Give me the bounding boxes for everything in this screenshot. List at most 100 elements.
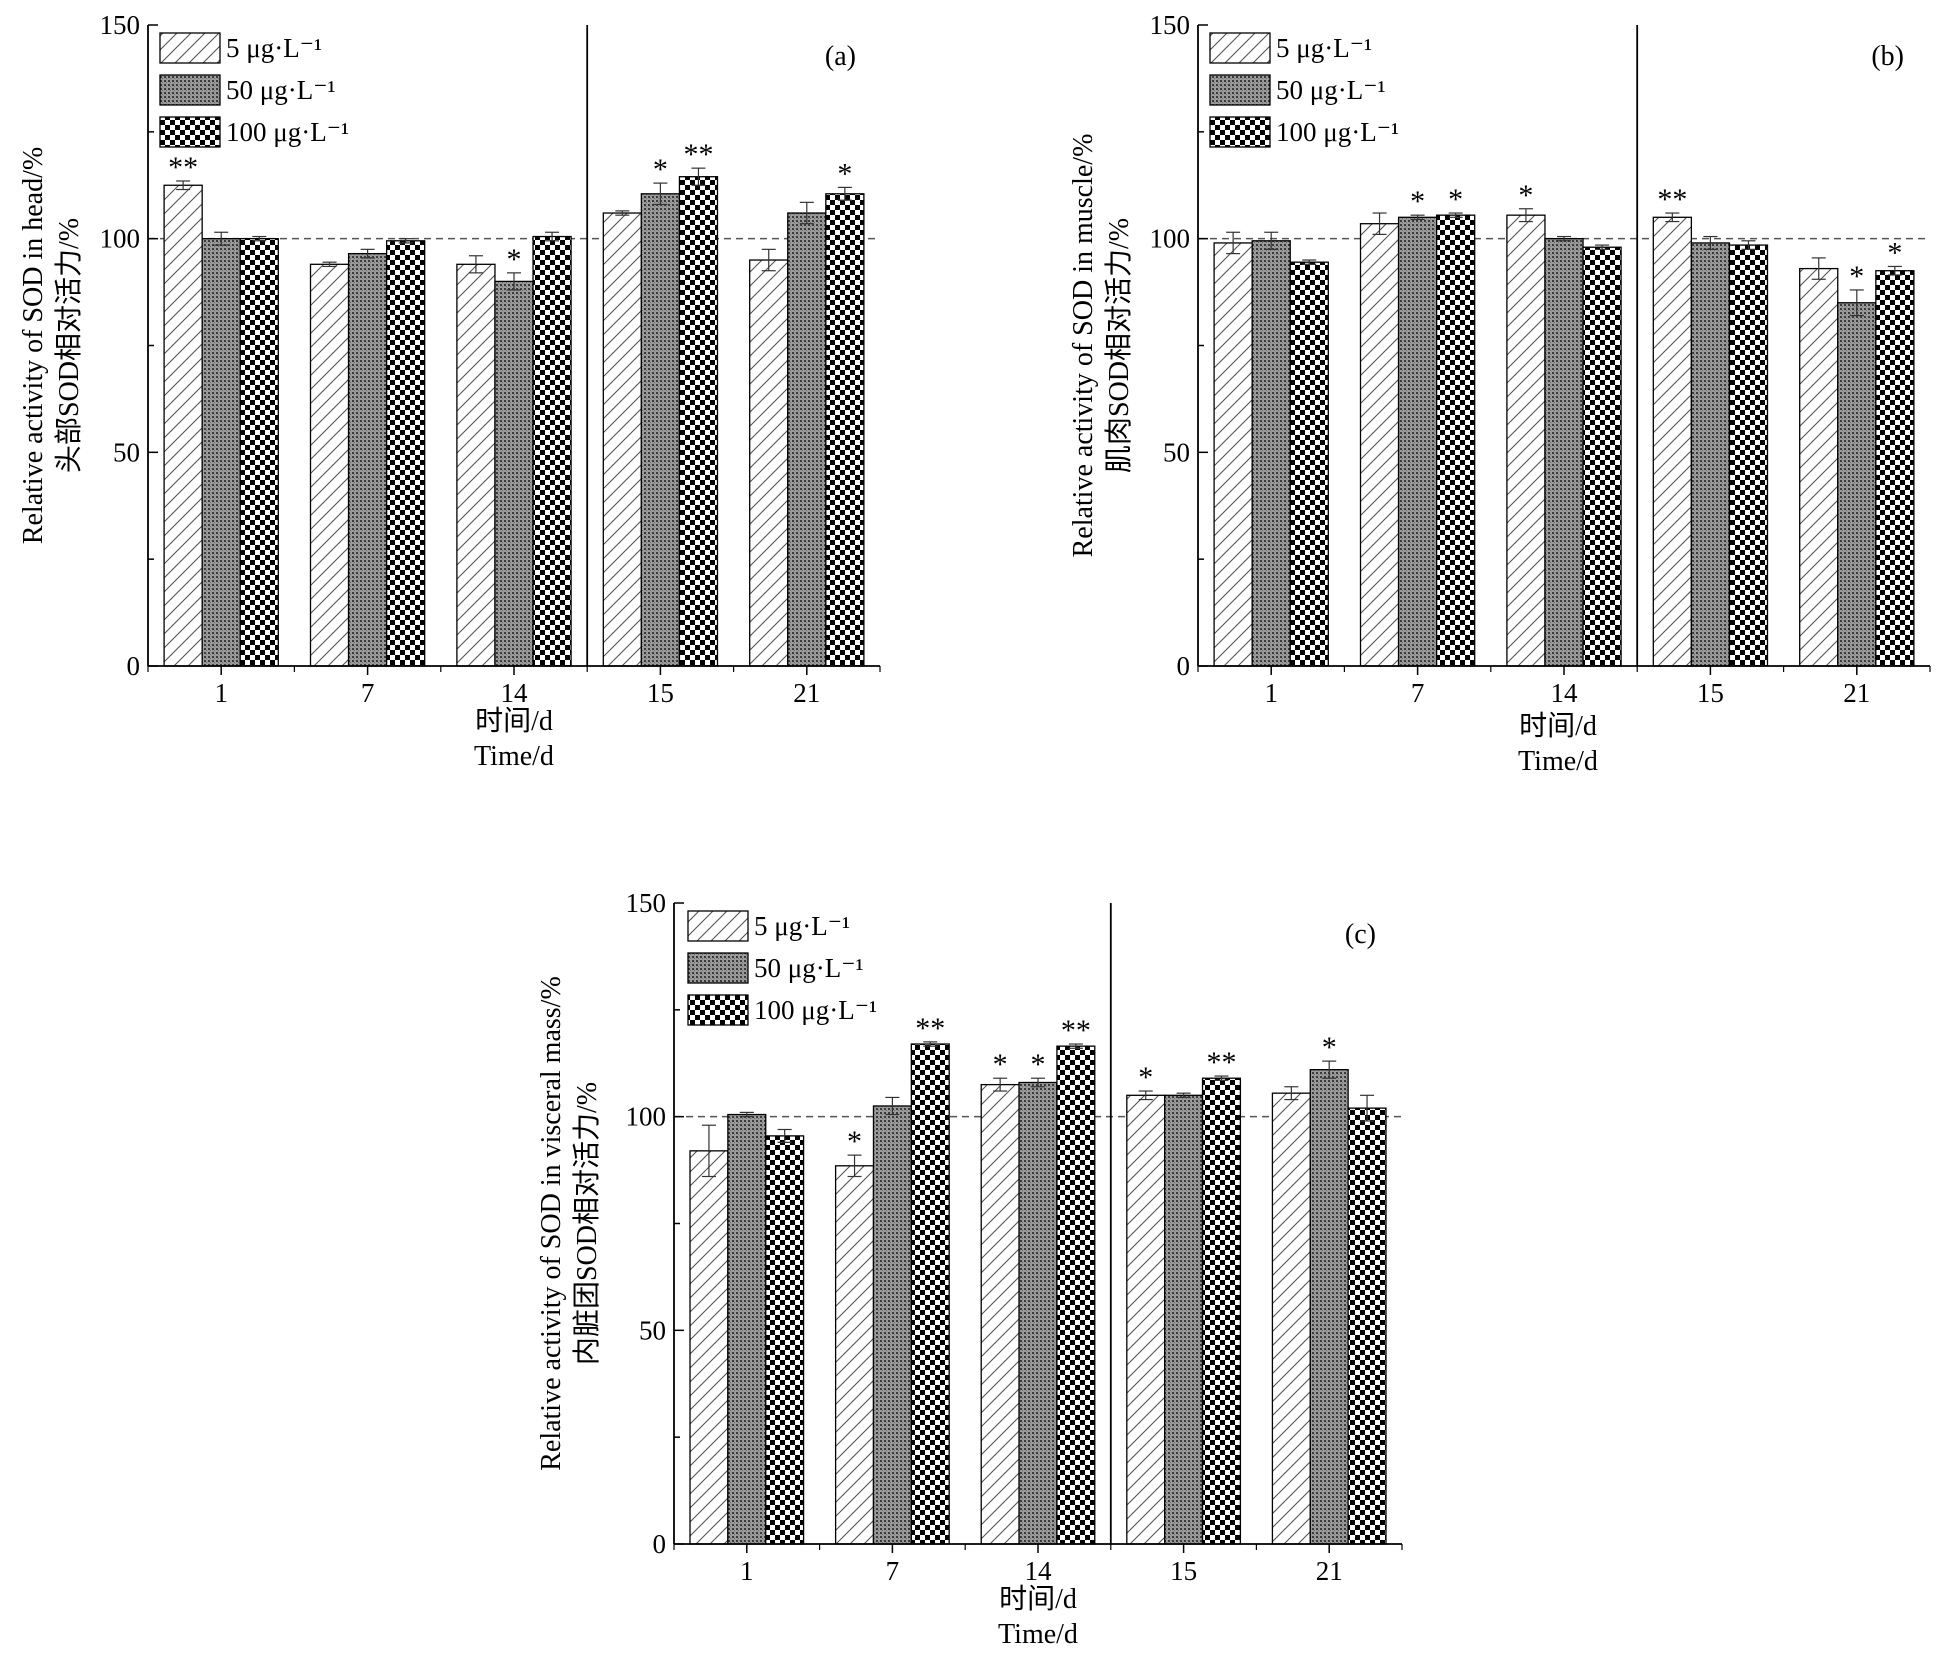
x-axis-title-cn: 时间/d xyxy=(1519,710,1597,742)
x-axis-title-en: Time/d xyxy=(1518,746,1598,777)
significance-mark: * xyxy=(1448,183,1463,216)
significance-mark: * xyxy=(1518,179,1533,212)
bar xyxy=(1397,216,1438,667)
significance-mark: * xyxy=(1322,1031,1337,1064)
y-tick-label: 0 xyxy=(653,1529,667,1559)
x-tick-label: 1 xyxy=(214,678,228,708)
bar xyxy=(1289,261,1329,667)
y-axis-title-cn: 内脏团SOD相对活力/% xyxy=(571,1082,603,1365)
legend-swatch xyxy=(159,116,221,148)
y-tick-label: 150 xyxy=(1150,10,1191,40)
bar xyxy=(872,1105,912,1545)
significance-mark: ** xyxy=(1657,183,1687,216)
legend-swatch xyxy=(1209,116,1271,148)
bar xyxy=(1728,244,1769,667)
x-tick-label: 15 xyxy=(1170,1556,1197,1586)
legend-swatch xyxy=(1209,32,1271,64)
bar xyxy=(201,238,241,667)
legend-label: 100 μg·L⁻¹ xyxy=(1276,117,1399,147)
bar xyxy=(1582,246,1622,667)
y-tick-label: 150 xyxy=(100,10,141,40)
bar xyxy=(385,240,426,667)
x-tick-label: 14 xyxy=(501,678,529,708)
bar xyxy=(1359,223,1400,667)
legend-label: 5 μg·L⁻¹ xyxy=(226,33,322,63)
significance-mark: * xyxy=(1887,236,1902,269)
y-tick-label: 100 xyxy=(100,224,141,254)
y-axis-title-cn: 头部SOD相对活力/% xyxy=(53,218,85,473)
bar xyxy=(1201,1077,1242,1545)
y-tick-label: 150 xyxy=(626,888,667,918)
bar xyxy=(1213,242,1253,667)
significance-mark: * xyxy=(837,157,852,190)
y-tick-label: 0 xyxy=(1177,651,1191,681)
bar xyxy=(825,193,865,667)
bar xyxy=(1690,242,1731,667)
bar xyxy=(532,235,572,667)
bar xyxy=(787,212,827,667)
significance-mark: * xyxy=(1138,1061,1153,1094)
y-tick-label: 50 xyxy=(1163,437,1190,467)
legend-swatch xyxy=(687,910,749,942)
x-axis-title-en: Time/d xyxy=(474,741,554,772)
bar xyxy=(1347,1107,1387,1545)
legend-label: 50 μg·L⁻¹ xyxy=(226,75,336,105)
legend-label: 5 μg·L⁻¹ xyxy=(1276,33,1372,63)
x-tick-label: 21 xyxy=(1316,1556,1343,1586)
bar xyxy=(1506,214,1546,667)
legend-swatch xyxy=(687,994,749,1026)
legend-label: 50 μg·L⁻¹ xyxy=(1276,75,1386,105)
bar xyxy=(834,1165,875,1545)
significance-mark: * xyxy=(1849,260,1864,293)
significance-mark: ** xyxy=(168,151,198,184)
panel-label: (b) xyxy=(1871,41,1904,72)
significance-mark: * xyxy=(847,1125,862,1158)
x-axis-title-cn: 时间/d xyxy=(999,1583,1077,1615)
x-tick-label: 14 xyxy=(1025,1556,1053,1586)
significance-mark: * xyxy=(993,1048,1008,1081)
bar xyxy=(1652,216,1693,667)
x-tick-label: 1 xyxy=(740,1556,754,1586)
bar xyxy=(1164,1094,1204,1545)
bar xyxy=(1799,267,1839,667)
legend-label: 100 μg·L⁻¹ xyxy=(226,117,349,147)
bar xyxy=(1435,214,1476,667)
x-tick-label: 15 xyxy=(1697,678,1724,708)
significance-mark: ** xyxy=(1206,1046,1236,1079)
bar xyxy=(765,1135,805,1545)
significance-mark: * xyxy=(1031,1048,1046,1081)
bar xyxy=(727,1113,767,1545)
y-axis-title-cn: 肌肉SOD相对活力/% xyxy=(1103,218,1135,473)
bar xyxy=(1251,240,1291,667)
legend-swatch xyxy=(159,74,221,106)
legend-swatch xyxy=(687,952,749,984)
y-tick-label: 50 xyxy=(113,437,140,467)
y-axis-title-en: Relative activity of SOD in muscle/% xyxy=(1068,134,1099,558)
bar xyxy=(602,212,643,667)
panel-label: (c) xyxy=(1345,919,1376,950)
y-tick-label: 100 xyxy=(626,1102,667,1132)
bar xyxy=(1126,1094,1166,1545)
significance-mark: ** xyxy=(915,1012,945,1045)
y-tick-label: 100 xyxy=(1150,224,1191,254)
legend-label: 50 μg·L⁻¹ xyxy=(754,953,864,983)
significance-mark: * xyxy=(1410,185,1425,218)
significance-mark: ** xyxy=(683,138,713,171)
bar xyxy=(163,184,203,667)
bar xyxy=(640,193,681,667)
x-tick-label: 15 xyxy=(647,678,674,708)
legend-label: 100 μg·L⁻¹ xyxy=(754,995,877,1025)
bar xyxy=(1271,1092,1311,1545)
bar xyxy=(309,263,350,667)
legend-label: 5 μg·L⁻¹ xyxy=(754,911,850,941)
bar xyxy=(1309,1069,1349,1545)
y-tick-label: 50 xyxy=(639,1315,666,1345)
bar xyxy=(347,252,388,667)
bar xyxy=(749,259,789,667)
bar xyxy=(1018,1081,1058,1545)
x-tick-label: 14 xyxy=(1551,678,1579,708)
x-tick-label: 7 xyxy=(1411,678,1425,708)
